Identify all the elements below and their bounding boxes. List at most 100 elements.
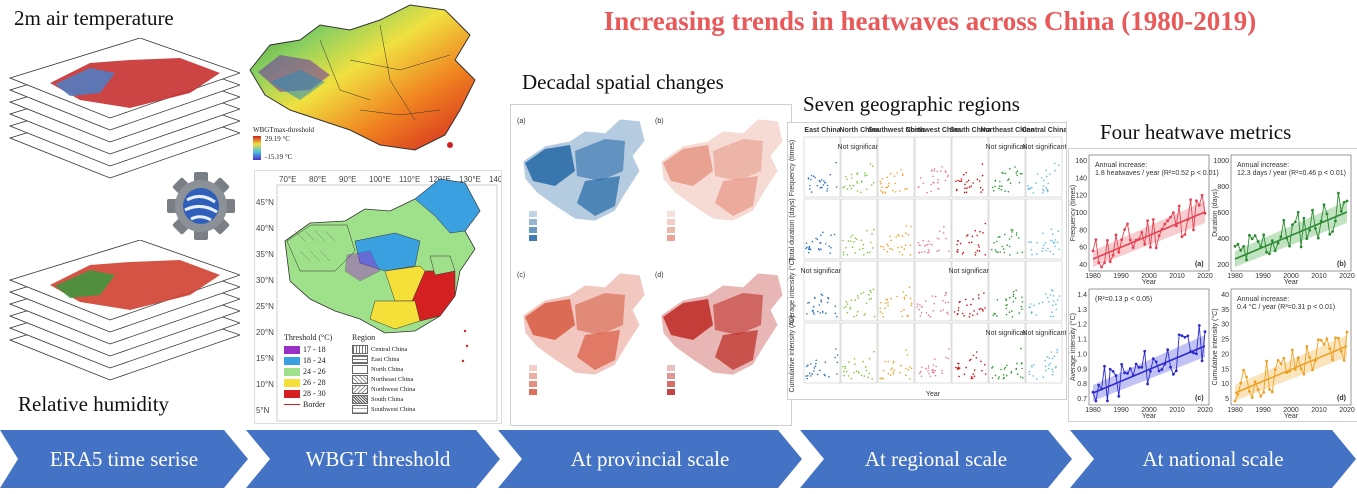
region-data-point: [1035, 378, 1038, 380]
region-data-point: [1053, 355, 1056, 357]
region-data-point: [817, 310, 819, 313]
region-data-point: [865, 369, 868, 372]
region-data-point: [900, 246, 903, 248]
metric-data-point: [1200, 193, 1204, 197]
metric-data-point: [1192, 228, 1195, 232]
metric-data-point: [1342, 358, 1346, 362]
region-data-point: [871, 232, 873, 235]
region-data-point: [842, 239, 844, 242]
region-data-point: [813, 370, 815, 372]
y-tick-label: 1.3: [1077, 307, 1087, 314]
not-significant-note: Not significant: [801, 268, 845, 275]
longitude-tick: 110°E: [399, 175, 420, 184]
region-data-point: [815, 362, 817, 365]
region-data-point: [891, 248, 894, 251]
region-data-point: [834, 356, 837, 359]
region-data-point: [868, 372, 870, 375]
metric-annotation: Annual increase:: [1237, 296, 1289, 303]
region-data-point: [1051, 240, 1054, 242]
region-data-point: [910, 367, 913, 370]
region-data-point: [826, 184, 829, 187]
region-data-point: [1002, 377, 1005, 380]
region-data-point: [1048, 301, 1050, 303]
threshold-swatch: [284, 345, 300, 354]
region-data-point: [857, 371, 860, 373]
region-data-point: [981, 163, 984, 165]
metric-data-point: [1146, 219, 1149, 223]
region-data-point: [1031, 253, 1033, 256]
provincial-legend-swatch: [529, 235, 537, 241]
region-data-point: [962, 251, 965, 254]
metric-data-point: [1131, 246, 1135, 249]
region-data-point: [852, 184, 855, 187]
region-data-point: [1015, 289, 1017, 292]
metric-data-point: [1319, 338, 1323, 342]
region-data-point: [884, 360, 886, 363]
longitude-tick: 100°E: [369, 175, 391, 184]
region-data-point: [967, 234, 969, 236]
region-row-label: Total duration (days): [789, 198, 796, 261]
metric-annotation-detail: 1.8 heatwaves / year (R²=0.52 p < 0.01): [1095, 170, 1219, 177]
region-data-point: [1021, 367, 1023, 370]
region-data-point: [886, 243, 889, 246]
metric-data-point: [1345, 199, 1349, 203]
region-subplot: [988, 260, 1026, 322]
region-row-label: Frequency (times): [789, 140, 796, 196]
region-data-point: [999, 185, 1001, 187]
region-data-point: [1012, 293, 1015, 296]
metric-data-point: [1195, 199, 1198, 203]
region-data-point: [924, 251, 926, 253]
longitude-tick: 130°E: [459, 175, 481, 184]
region-data-point: [887, 372, 890, 375]
region-data-point: [994, 249, 997, 251]
region-data-point: [882, 370, 885, 372]
metric-data-point: [1123, 228, 1126, 231]
region-data-point: [819, 234, 822, 236]
region-data-point: [807, 364, 809, 366]
region-data-point: [851, 246, 854, 248]
x-tick-label: 2010: [1311, 273, 1327, 280]
region-data-point: [1052, 295, 1055, 297]
national-heading: Four heatwave metrics: [1100, 120, 1292, 144]
region-data-point: [970, 376, 973, 378]
provincial-map: (d): [655, 272, 784, 395]
region-data-point: [934, 370, 936, 372]
region-data-point: [901, 235, 904, 237]
region-data-point: [834, 305, 837, 307]
region-data-point: [864, 313, 866, 315]
region-data-point: [880, 245, 882, 248]
region-data-point: [978, 246, 980, 248]
metric-data-point: [1100, 265, 1103, 269]
region-data-point: [810, 191, 813, 193]
region-legend-label: Southwest China: [371, 405, 416, 413]
metric-data-point: [1154, 360, 1158, 364]
region-data-point: [882, 246, 884, 248]
region-data-point: [921, 251, 923, 253]
region-data-point: [896, 295, 898, 298]
region-data-point: [976, 249, 979, 252]
region-row-label: Cumulative intensity (°C): [788, 315, 796, 392]
metric-panel-tag: (c): [1195, 395, 1204, 402]
region-data-point: [1036, 173, 1039, 175]
region-data-point: [901, 253, 904, 256]
metric-data-point: [1177, 204, 1181, 208]
region-data-point: [958, 367, 961, 369]
region-data-point: [895, 191, 897, 193]
region-data-point: [816, 373, 819, 376]
region-data-point: [1056, 299, 1059, 301]
region-data-point: [918, 244, 921, 247]
region-data-point: [1052, 371, 1054, 373]
region-data-point: [959, 300, 961, 303]
region-data-point: [1015, 234, 1018, 236]
wbgt-heat-map: [240, 0, 495, 160]
metric-data-point: [1291, 348, 1294, 352]
region-data-point: [1041, 177, 1043, 179]
region-data-point: [856, 314, 858, 317]
region-data-point: [1052, 300, 1055, 302]
region-data-point: [806, 246, 808, 249]
metric-data-point: [1106, 239, 1109, 242]
provincial-panel-tag: (a): [517, 118, 526, 125]
y-tick-label: 5: [1225, 396, 1229, 403]
provincial-legend-swatch: [529, 211, 537, 217]
metric-data-point: [1108, 260, 1112, 264]
